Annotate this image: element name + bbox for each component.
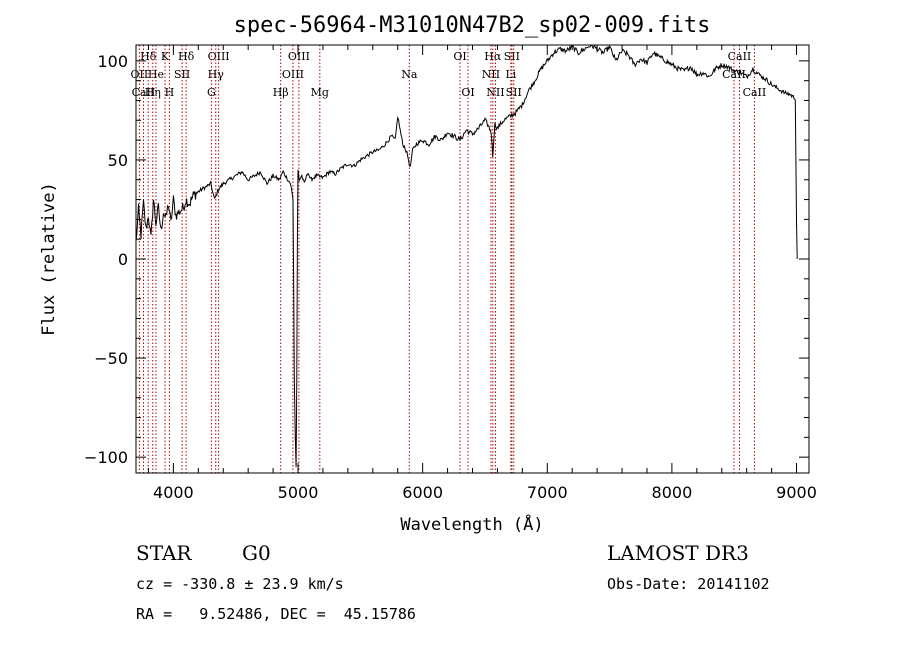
spectral-line-label-19: Hα bbox=[484, 50, 502, 63]
spectral-line-label-2: CaII bbox=[132, 86, 156, 99]
spectral-line-label-21: NII bbox=[486, 86, 504, 99]
plot-frame bbox=[135, 44, 810, 474]
x-axis-label: Wavelength (Å) bbox=[400, 513, 543, 535]
spectral-line-label-18: OI bbox=[461, 86, 474, 99]
axis-ticks: 4000 5000 6000 7000 8000 9000 −100 −50 0 50 100 bbox=[84, 45, 817, 502]
spectral-line-label-27: CaII bbox=[743, 86, 767, 99]
spectral-line-label-9: OIII bbox=[208, 50, 230, 63]
y-tick-label--50: −50 bbox=[94, 349, 128, 368]
spectral-line-label-17: OI bbox=[453, 50, 466, 63]
spectral-line-label-12: Hβ bbox=[273, 86, 289, 99]
spectral-line-label-5: K bbox=[161, 50, 170, 63]
spectral-line-label-13: OIII bbox=[288, 50, 310, 63]
spectral-line-label-11: G bbox=[207, 86, 216, 99]
redshift-text: cz = -330.8 ± 23.9 km/s bbox=[136, 575, 344, 593]
spectral-line-label-15: Mg bbox=[311, 86, 329, 99]
y-tick-label-100: 100 bbox=[97, 52, 128, 71]
spectral-line-label-3: He bbox=[148, 68, 164, 81]
spectral-line-label-4: Hη bbox=[145, 86, 161, 99]
spectral-line-label-1: OII bbox=[131, 68, 149, 81]
x-tick-label-7000: 7000 bbox=[527, 483, 568, 502]
spectral-line-label-22: SII bbox=[504, 50, 520, 63]
y-tick-label-50: 50 bbox=[108, 151, 128, 170]
spectral-line-label-26: CaII bbox=[722, 68, 746, 81]
x-tick-label-8000: 8000 bbox=[652, 483, 693, 502]
x-tick-label-5000: 5000 bbox=[278, 483, 319, 502]
x-tick-label-9000: 9000 bbox=[776, 483, 817, 502]
y-tick-label-0: 0 bbox=[118, 250, 128, 269]
spectral-line-label-25: CaII bbox=[728, 50, 752, 63]
spectral-line-label-10: Hγ bbox=[208, 68, 225, 81]
chart-title: spec-56964-M31010N47B2_sp02-009.fits bbox=[234, 13, 711, 38]
survey-name: LAMOST DR3 bbox=[607, 541, 749, 565]
spectral-line-label-23: Li bbox=[505, 68, 516, 81]
spectral-line-label-16: Na bbox=[401, 68, 418, 81]
spectral-line-label-24: SII bbox=[506, 86, 522, 99]
spectral-line-label-7: H bbox=[165, 86, 175, 99]
spectral-line-label-8: Hδ bbox=[178, 50, 195, 63]
x-tick-label-6000: 6000 bbox=[402, 483, 443, 502]
spectral-line-label-20: NII bbox=[482, 68, 500, 81]
series-line-flux bbox=[135, 44, 798, 468]
y-axis-label: Flux (relative) bbox=[39, 182, 59, 336]
y-tick-label--100: −100 bbox=[84, 448, 128, 467]
object-subclass: G0 bbox=[242, 541, 271, 565]
x-tick-label-4000: 4000 bbox=[153, 483, 194, 502]
spectral-line-label-14: OIII bbox=[282, 68, 304, 81]
object-class: STAR bbox=[136, 541, 192, 565]
spectral-line-label-6: SII bbox=[174, 68, 190, 81]
spectrum-series bbox=[135, 44, 798, 468]
coords-text: RA = 9.52486, DEC = 45.15786 bbox=[136, 605, 416, 623]
obs-date-text: Obs-Date: 20141102 bbox=[607, 575, 770, 593]
